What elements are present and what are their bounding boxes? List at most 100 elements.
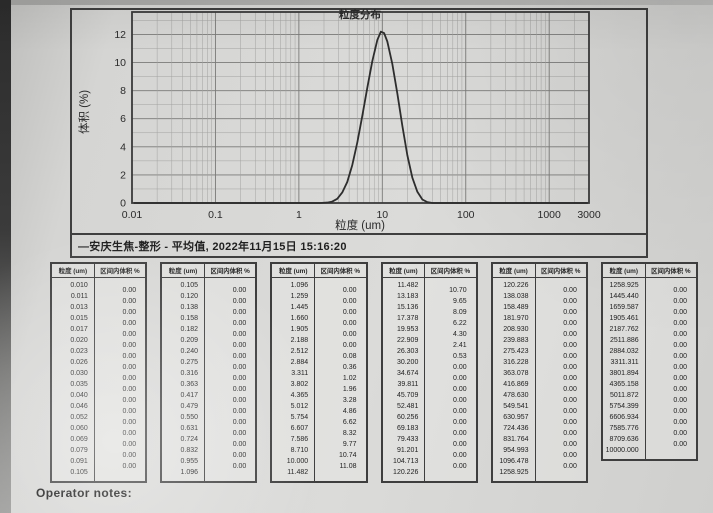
volume-column: 0.00 0.00 0.00 0.00 0.00 0.00 0.08 0.36 1.02 1.96… <box>315 278 365 481</box>
size-cell: 275.423 <box>503 348 529 355</box>
size-cell: 79.433 <box>396 436 419 443</box>
volume-cell: 0.00 <box>122 452 137 459</box>
volume-cell: 0.00 <box>453 430 467 437</box>
size-cell: 0.079 <box>70 447 88 454</box>
volume-cell: 0.00 <box>453 397 467 404</box>
size-cell: 0.010 <box>70 282 88 289</box>
size-cell: 0.316 <box>180 370 199 377</box>
size-column-header: 粒度 (um) <box>272 264 316 277</box>
volume-cell: 0.00 <box>673 375 688 382</box>
size-cell: 0.030 <box>70 370 88 377</box>
y-tick-label: 12 <box>114 29 126 41</box>
x-tick-label: 3000 <box>577 209 601 221</box>
volume-cell: 0.00 <box>232 287 247 294</box>
size-cell: 2.512 <box>290 348 309 355</box>
size-cell: 15.136 <box>396 304 419 311</box>
table-body: 1258.925 1445.440 1659.587 1905.461 2187.762… <box>603 278 696 459</box>
size-cell: 45.709 <box>396 392 419 399</box>
volume-column: 0.00 0.00 0.00 0.00 0.00 0.00 0.00 0.00 0.00 0.00… <box>646 278 696 459</box>
size-cell: 0.832 <box>180 447 199 454</box>
volume-cell: 9.77 <box>342 441 357 448</box>
size-cell: 1.905 <box>290 326 309 333</box>
volume-cell: 0.00 <box>122 386 137 393</box>
table-body: 11.482 13.183 15.136 17.378 19.953 22.909 26.3… <box>383 278 476 481</box>
size-cell: 1258.925 <box>609 282 639 289</box>
volume-column-header: 区间内体积 % <box>320 268 361 275</box>
size-cell: 239.883 <box>503 337 529 344</box>
volume-cell: 0.00 <box>673 430 688 437</box>
size-cell: 181.970 <box>503 315 529 322</box>
size-cell: 0.209 <box>180 337 199 344</box>
size-cell: 0.182 <box>180 326 199 333</box>
volume-cell: 6.62 <box>342 419 357 426</box>
volume-cell: 0.00 <box>673 342 688 349</box>
size-cell: 22.909 <box>396 337 419 344</box>
size-table-block: 粒度 (um) 区间内体积 % 0.010 0.011 0.013 0.015 0.017 0… <box>50 262 148 483</box>
volume-cell: 0.00 <box>122 298 137 305</box>
volume-cell: 0.00 <box>342 331 357 338</box>
volume-cell: 0.53 <box>453 353 467 360</box>
size-cell: 478.630 <box>503 392 529 399</box>
volume-cell: 0.00 <box>563 353 577 360</box>
size-cell: 0.479 <box>180 403 199 410</box>
volume-column-header: 区间内体积 % <box>651 268 691 275</box>
volume-cell: 0.00 <box>232 463 247 470</box>
size-column: 1.096 1.259 1.445 1.660 1.905 2.188 2.512 2.884… <box>272 278 316 481</box>
operator-notes-label: Operator notes: <box>36 486 133 500</box>
size-column-header: 粒度 (um) <box>162 264 206 277</box>
table-body: 1.096 1.259 1.445 1.660 1.905 2.188 2.512 2.884… <box>272 278 365 481</box>
x-axis-label: 粒度 (um) <box>335 218 385 232</box>
size-cell: 0.069 <box>70 436 88 443</box>
size-column-header: 粒度 (um) <box>603 264 646 277</box>
size-cell: 0.023 <box>70 348 88 355</box>
size-cell: 5754.399 <box>609 403 639 410</box>
size-cell: 104.713 <box>393 458 419 465</box>
size-cell: 0.275 <box>180 359 199 366</box>
size-cell: 19.953 <box>396 326 419 333</box>
size-cell: 0.046 <box>70 403 88 410</box>
volume-cell: 0.00 <box>673 331 688 338</box>
size-column: 11.482 13.183 15.136 17.378 19.953 22.909 26.3… <box>383 278 426 481</box>
size-cell: 2884.032 <box>609 348 639 355</box>
volume-cell: 0.00 <box>232 309 247 316</box>
size-cell: 17.378 <box>396 315 419 322</box>
volume-cell: 0.00 <box>122 353 137 360</box>
volume-cell: 0.00 <box>673 287 688 294</box>
size-cell: 4365.158 <box>609 381 639 388</box>
volume-cell: 0.00 <box>342 309 357 316</box>
table-header-row: 粒度 (um) 区间内体积 % <box>492 264 586 278</box>
volume-cell: 10.70 <box>449 287 467 294</box>
size-cell: 0.240 <box>180 348 199 355</box>
volume-cell: 0.00 <box>453 375 467 382</box>
size-column: 1258.925 1445.440 1659.587 1905.461 2187.762… <box>603 278 646 459</box>
size-cell: 208.930 <box>503 326 529 333</box>
size-cell: 0.105 <box>180 282 199 289</box>
volume-cell: 8.32 <box>342 430 357 437</box>
volume-cell: 0.00 <box>342 298 357 305</box>
size-cell: 0.955 <box>180 458 199 465</box>
size-column-header: 粒度 (um) <box>493 264 536 277</box>
size-cell: 6.607 <box>290 425 309 432</box>
chart-title: 粒度分布 <box>339 8 381 21</box>
size-cell: 0.015 <box>70 315 88 322</box>
size-cell: 1.259 <box>290 293 309 300</box>
size-cell: 5.754 <box>290 414 309 421</box>
report-frame: 0 2 4 6 8 10 12 0.01 0.1 1 10 100 1000 3000 粒度分布 粒度 (… <box>70 8 648 258</box>
x-tick-label: 1000 <box>538 209 562 221</box>
size-cell: 316.228 <box>503 359 529 366</box>
volume-cell: 0.00 <box>563 441 577 448</box>
size-cell: 0.091 <box>70 458 88 465</box>
size-cell: 0.105 <box>70 469 88 476</box>
volume-cell: 0.00 <box>232 430 247 437</box>
size-cell: 158.489 <box>503 304 529 311</box>
volume-cell: 0.36 <box>342 364 357 371</box>
volume-cell: 0.00 <box>122 364 137 371</box>
size-cell: 6606.934 <box>609 414 639 421</box>
size-cell: 138.038 <box>503 293 529 300</box>
size-cell: 11.482 <box>397 282 419 289</box>
size-table-block: 粒度 (um) 区间内体积 % 11.482 13.183 15.136 17.378 19… <box>380 262 478 483</box>
size-cell: 3.802 <box>290 381 309 388</box>
volume-cell: 0.00 <box>673 364 688 371</box>
size-cell: 3.311 <box>291 370 309 377</box>
volume-cell: 0.00 <box>232 375 247 382</box>
